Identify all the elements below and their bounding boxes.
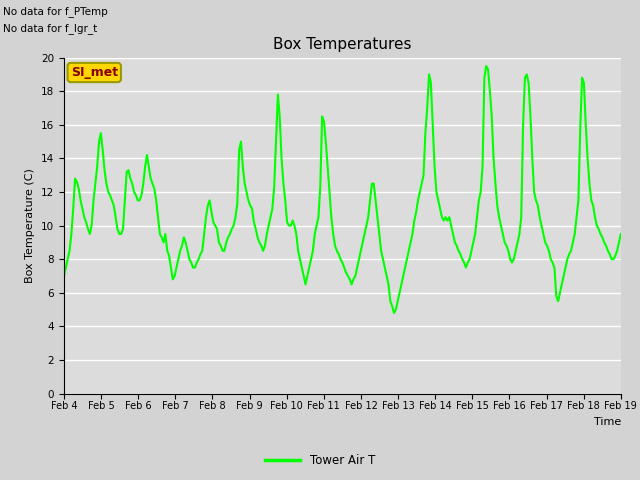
X-axis label: Time: Time (593, 417, 621, 427)
Title: Box Temperatures: Box Temperatures (273, 37, 412, 52)
Y-axis label: Box Temperature (C): Box Temperature (C) (26, 168, 35, 283)
Text: No data for f_lgr_t: No data for f_lgr_t (3, 23, 97, 34)
Legend: Tower Air T: Tower Air T (260, 449, 380, 472)
Text: No data for f_PTemp: No data for f_PTemp (3, 6, 108, 17)
Text: SI_met: SI_met (70, 66, 118, 79)
